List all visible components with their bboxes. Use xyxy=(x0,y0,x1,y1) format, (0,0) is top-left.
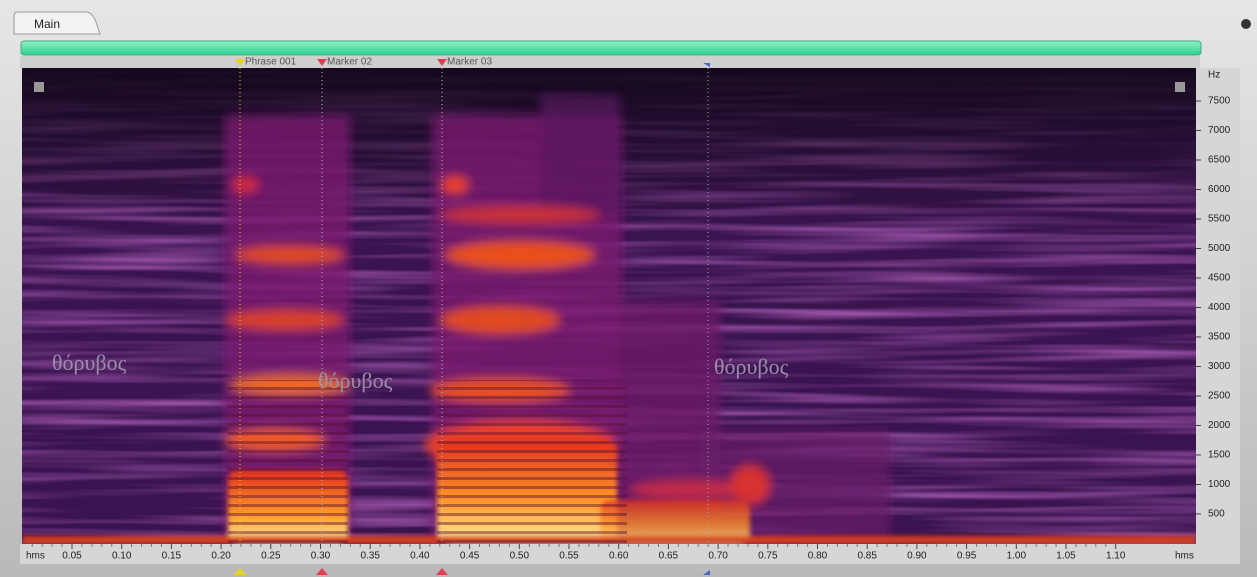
y-tick-label: 3000 xyxy=(1208,361,1231,372)
y-tick-label: 5500 xyxy=(1208,214,1231,225)
x-tick-label: 0.40 xyxy=(410,551,430,562)
x-tick-label: 0.50 xyxy=(510,551,530,562)
y-tick-label: 3500 xyxy=(1208,332,1231,343)
y-tick-label: 2000 xyxy=(1208,420,1231,431)
x-tick-label: 0.25 xyxy=(261,551,281,562)
y-tick-label: 6500 xyxy=(1208,155,1231,166)
spectrogram xyxy=(22,68,1196,545)
x-tick-label: 0.60 xyxy=(609,551,629,562)
x-tick-label: 0.30 xyxy=(311,551,331,562)
y-tick-label: 500 xyxy=(1208,509,1225,520)
x-tick-label: 0.80 xyxy=(808,551,828,562)
y-tick-label: 5000 xyxy=(1208,243,1231,254)
marker-label: Marker 03 xyxy=(447,57,492,68)
marker-label: Marker 02 xyxy=(327,57,372,68)
y-tick-label: 4500 xyxy=(1208,273,1231,284)
marker-ruler xyxy=(20,56,1200,68)
x-tick-label: 1.05 xyxy=(1056,551,1076,562)
corner-button[interactable] xyxy=(34,82,44,92)
tab-title: Main xyxy=(34,17,60,31)
marker-label: Phrase 001 xyxy=(245,57,297,68)
y-tick-label: 1000 xyxy=(1208,479,1231,490)
x-tick-label: 0.85 xyxy=(857,551,877,562)
x-tick-label: 0.95 xyxy=(957,551,977,562)
y-tick-label: 2500 xyxy=(1208,391,1231,402)
x-tick-label: 0.70 xyxy=(708,551,728,562)
x-tick-label: 0.65 xyxy=(659,551,679,562)
y-unit: Hz xyxy=(1208,70,1220,81)
annotation: θόρυβος xyxy=(318,368,393,393)
x-tick-label: 0.20 xyxy=(211,551,231,562)
x-tick-label: 1.10 xyxy=(1106,551,1126,562)
x-tick-label: 0.15 xyxy=(162,551,182,562)
y-tick-label: 1500 xyxy=(1208,450,1231,461)
annotation: θόρυβος xyxy=(52,350,127,375)
x-tick-label: 0.55 xyxy=(559,551,579,562)
corner-button[interactable] xyxy=(1175,82,1185,92)
annotation: θόρυβος xyxy=(714,354,789,379)
x-tick-label: 0.45 xyxy=(460,551,480,562)
overview-bar[interactable] xyxy=(21,41,1201,55)
x-tick-label: 0.35 xyxy=(360,551,380,562)
menu-button[interactable] xyxy=(1241,19,1251,29)
x-tick-label: 0.90 xyxy=(907,551,927,562)
x-tick-label: 0.75 xyxy=(758,551,778,562)
x-unit: hms xyxy=(26,551,45,562)
x-tick-label: 1.00 xyxy=(1007,551,1027,562)
editor-window: Main xyxy=(0,0,1257,577)
y-tick-label: 7500 xyxy=(1208,96,1231,107)
x-tick-label: 0.10 xyxy=(112,551,132,562)
y-tick-label: 7000 xyxy=(1208,125,1231,136)
x-tick-label: 0.05 xyxy=(62,551,82,562)
y-tick-label: 6000 xyxy=(1208,184,1231,195)
y-tick-label: 4000 xyxy=(1208,302,1231,313)
x-unit: hms xyxy=(1175,551,1194,562)
